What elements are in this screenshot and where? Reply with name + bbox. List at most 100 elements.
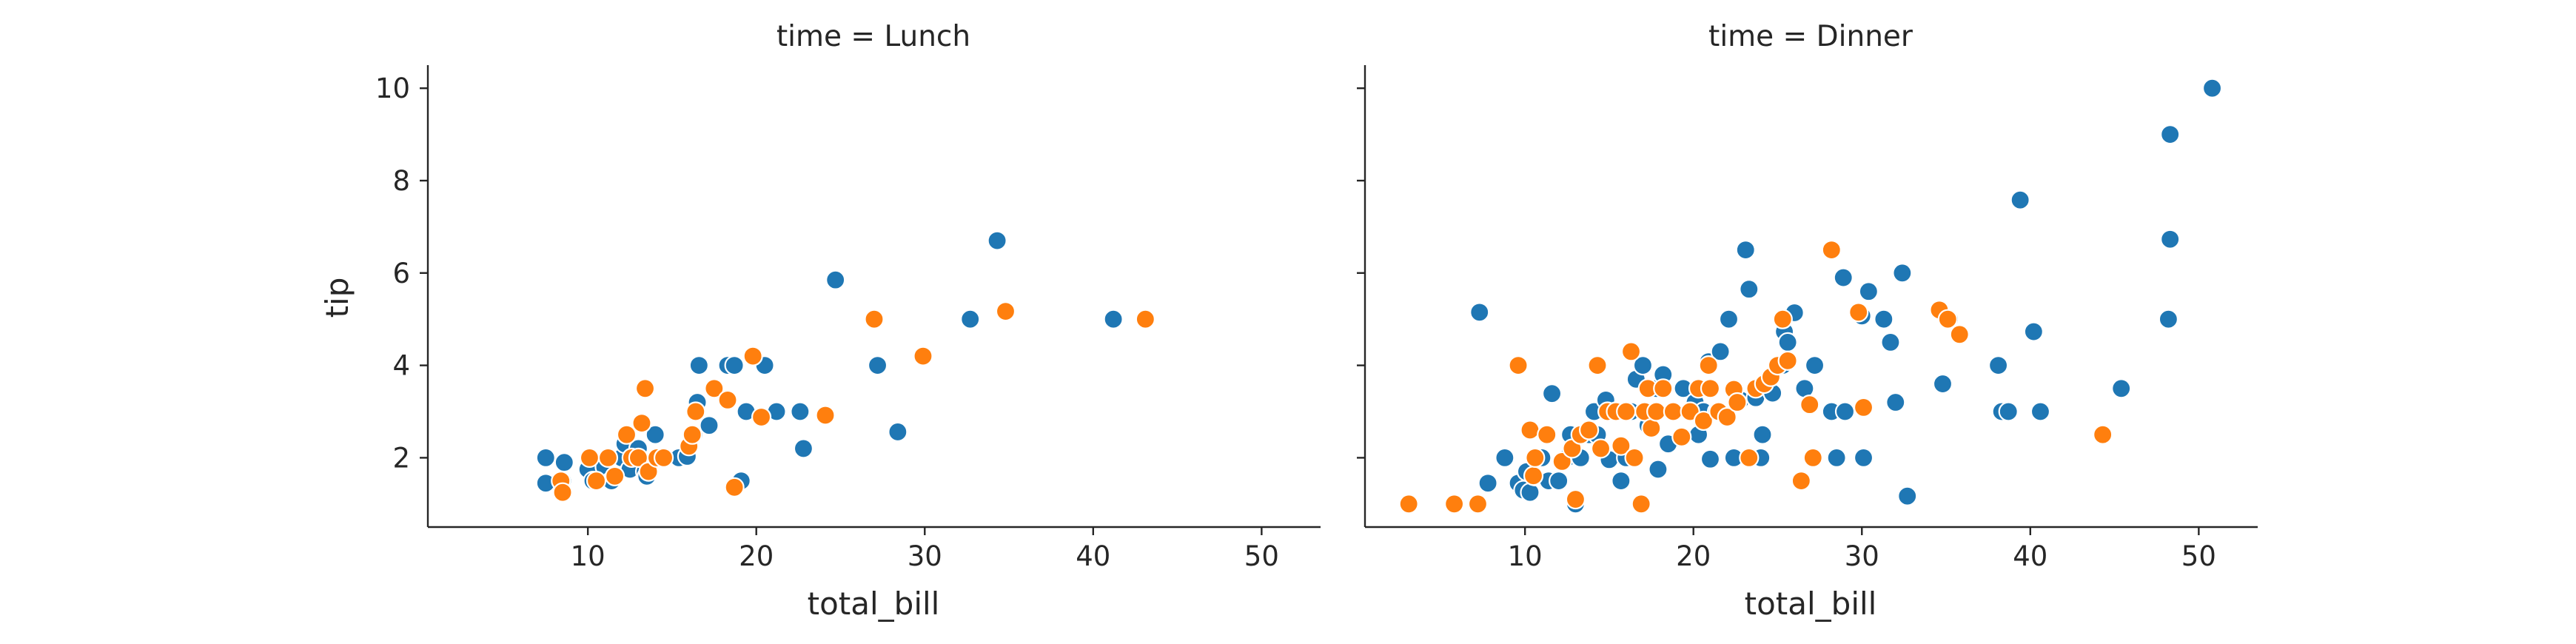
scatter-point-dinner-series-0 (2010, 189, 2030, 210)
scatter-point-lunch-series-1 (653, 447, 674, 469)
scatter-point-lunch-series-0 (825, 269, 846, 290)
facet-title-dinner: time = Dinner (1708, 20, 1913, 53)
x-tick-label: 30 (908, 540, 942, 572)
x-ticks-lunch: 10 20 30 40 50 (571, 527, 1279, 572)
x-tick-label: 50 (2181, 540, 2216, 572)
scatter-point-lunch-series-1 (634, 378, 656, 399)
scatter-point-dinner-series-0 (1932, 373, 1953, 395)
scatter-point-dinner-series-1 (1663, 401, 1684, 422)
scatter-point-lunch-series-0 (1103, 309, 1124, 329)
scatter-point-lunch-series-1 (682, 424, 702, 445)
scatter-point-dinner-series-0 (1826, 447, 1847, 469)
scatter-point-dinner-series-0 (2111, 378, 2132, 399)
scatter-point-dinner-series-1 (1587, 355, 1608, 376)
scatter-point-dinner-series-0 (1853, 447, 1874, 469)
scatter-point-lunch-series-1 (995, 301, 1016, 322)
scatter-point-dinner-series-1 (1537, 424, 1557, 445)
scatter-point-dinner-series-0 (2023, 321, 2044, 342)
scatter-point-dinner-series-0 (2160, 124, 2181, 145)
scatter-point-lunch-series-1 (579, 447, 600, 469)
scatter-point-dinner-series-1 (1611, 435, 1631, 456)
scatter-point-dinner-series-1 (2093, 424, 2113, 445)
y-axis-label-tip: tip (319, 278, 355, 318)
scatter-point-dinner-series-0 (1718, 309, 1740, 329)
scatter-point-dinner-series-1 (1523, 466, 1544, 486)
scatter-point-dinner-series-1 (1508, 355, 1529, 376)
scatter-point-dinner-series-0 (1495, 447, 1515, 469)
scatter-point-lunch-series-1 (742, 346, 763, 366)
x-tick-label: 50 (1244, 540, 1279, 572)
scatter-point-dinner-series-0 (1469, 302, 1490, 323)
scatter-point-lunch-series-0 (888, 421, 908, 443)
scatter-point-dinner-series-1 (1624, 447, 1645, 469)
scatter-point-dinner-series-1 (1467, 494, 1489, 514)
scatter-point-dinner-series-1 (1799, 395, 1820, 415)
scatter-point-lunch-series-0 (699, 415, 720, 436)
y-ticks-dinner (1357, 87, 1365, 459)
scatter-point-dinner-series-0 (1477, 473, 1498, 494)
scatter-point-lunch-series-1 (685, 401, 706, 422)
scatter-point-lunch-series-1 (704, 378, 725, 399)
scatter-point-lunch-series-1 (724, 477, 745, 497)
scatter-point-dinner-series-1 (1590, 438, 1611, 459)
y-tick-label: 4 (392, 350, 410, 382)
x-tick-label: 10 (1508, 540, 1543, 572)
scatter-point-dinner-series-1 (1853, 397, 1874, 417)
scatter-point-dinner-series-1 (1631, 494, 1651, 514)
y-tick-label: 10 (375, 73, 410, 104)
scatter-point-dinner-series-0 (1874, 309, 1894, 329)
y-ticks-lunch: 2 4 6 8 10 (375, 73, 428, 474)
scatter-point-dinner-series-1 (1700, 378, 1721, 399)
scatter-point-dinner-series-0 (1998, 401, 2019, 422)
scatter-point-lunch-series-0 (960, 309, 981, 329)
scatter-point-lunch-series-1 (631, 412, 652, 434)
scatter-point-lunch-series-0 (724, 355, 745, 376)
scatter-points-dinner (1398, 78, 2223, 514)
scatter-point-dinner-series-1 (1616, 401, 1637, 422)
scatter-point-lunch-series-1 (717, 389, 738, 411)
x-tick-label: 20 (1676, 540, 1711, 572)
scatter-point-dinner-series-0 (1710, 341, 1731, 362)
scatter-point-dinner-series-0 (1752, 424, 1773, 445)
scatter-point-dinner-series-1 (1791, 470, 1811, 492)
scatter-point-lunch-series-1 (815, 405, 836, 426)
scatter-point-dinner-series-1 (1739, 447, 1760, 469)
scatter-point-lunch-series-1 (864, 309, 885, 329)
scatter-point-lunch-series-1 (1135, 309, 1155, 329)
scatter-point-dinner-series-0 (1541, 383, 1563, 404)
scatter-point-dinner-series-1 (1821, 240, 1842, 261)
scatter-point-dinner-series-1 (1520, 420, 1540, 440)
scatter-point-dinner-series-1 (1772, 309, 1793, 329)
scatter-point-lunch-series-0 (790, 401, 811, 422)
facet-panel-lunch: time = Lunch 10 20 30 40 50 2 4 6 8 10 total_bil… (319, 20, 1321, 622)
scatter-point-lunch-series-0 (987, 230, 1007, 251)
scatter-point-dinner-series-1 (1949, 324, 1970, 345)
scatter-point-dinner-series-1 (1693, 410, 1714, 432)
scatter-point-dinner-series-0 (1804, 355, 1825, 376)
scatter-point-dinner-series-0 (1885, 392, 1906, 413)
scatter-point-dinner-series-1 (1579, 420, 1600, 440)
scatter-point-dinner-series-0 (1858, 281, 1879, 302)
scatter-point-dinner-series-0 (2158, 309, 2178, 329)
scatter-point-dinner-series-1 (1646, 401, 1667, 422)
scatter-point-dinner-series-1 (1525, 447, 1546, 469)
scatter-point-dinner-series-1 (1565, 489, 1586, 510)
y-tick-label: 6 (392, 258, 410, 289)
scatter-point-dinner-series-1 (1620, 341, 1642, 362)
x-tick-label: 40 (2013, 540, 2047, 572)
scatter-point-dinner-series-1 (1937, 309, 1958, 329)
scatter-point-dinner-series-1 (1443, 494, 1465, 514)
x-axis-label-lunch: total_bill (808, 586, 940, 622)
scatter-point-dinner-series-1 (1398, 494, 1419, 514)
scatter-point-lunch-series-1 (586, 470, 607, 492)
scatter-point-dinner-series-0 (1777, 332, 1798, 352)
scatter-point-dinner-series-0 (1735, 240, 1756, 261)
scatter-point-dinner-series-0 (1611, 470, 1631, 492)
x-axis-label-dinner: total_bill (1745, 586, 1877, 622)
scatter-point-dinner-series-0 (1897, 486, 1918, 506)
scatter-point-lunch-series-0 (554, 452, 574, 473)
scatter-point-dinner-series-0 (1648, 459, 1668, 480)
scatter-point-lunch-series-1 (616, 424, 637, 445)
scatter-point-dinner-series-0 (2201, 78, 2223, 98)
